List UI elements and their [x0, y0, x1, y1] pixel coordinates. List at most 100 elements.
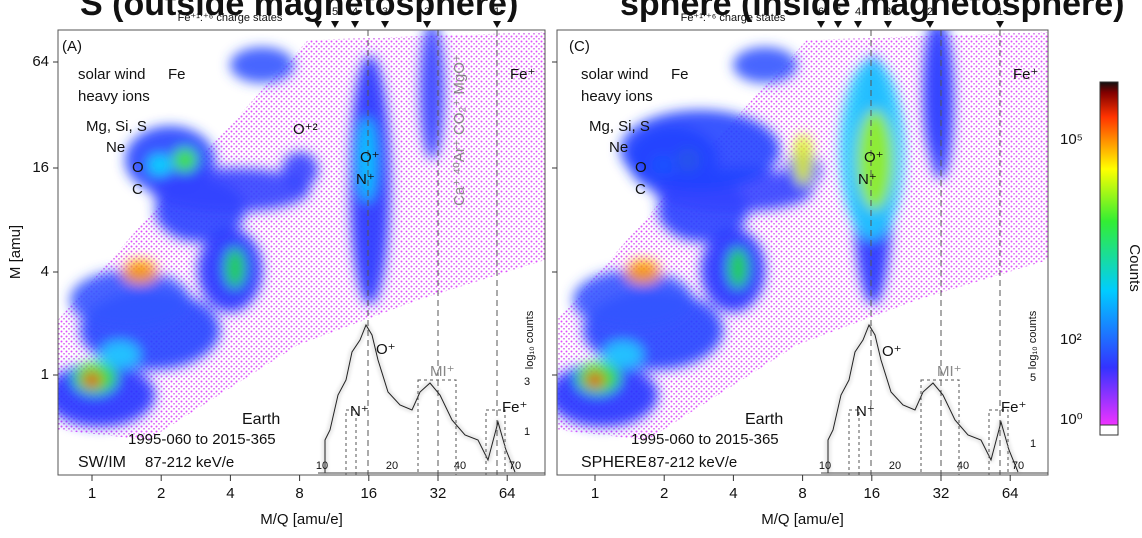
x-tick-label: 8 [295, 485, 303, 502]
charge-label: 3 [382, 6, 388, 18]
blob [926, 30, 954, 180]
density-map [557, 30, 1048, 440]
charge-arrow [351, 21, 359, 28]
inset-y-tick: 1 [1030, 438, 1036, 450]
blob [100, 341, 140, 369]
colorbar [1099, 81, 1119, 431]
x-tick-label: 2 [157, 485, 165, 502]
blob [150, 168, 310, 212]
colorbar-tick: 10⁵ [1060, 131, 1083, 148]
annotation: SPHERE [581, 454, 647, 471]
x-tick-label: 64 [499, 485, 516, 502]
annotation: MI⁺ [430, 363, 455, 380]
charge-label: 2 [424, 6, 430, 18]
annotation: C [132, 181, 143, 198]
charge-arrow [854, 21, 862, 28]
annotation: O⁺ [864, 149, 884, 166]
dashed-box [345, 409, 357, 476]
annotation: Fe⁺ [502, 399, 527, 416]
annotation: C [635, 181, 646, 198]
charge-title: Fe⁺¹:⁺⁶ charge states [681, 12, 786, 24]
annotation: (C) [569, 38, 590, 55]
annotation: log₁₀ counts [524, 310, 536, 369]
charge-arrow [423, 21, 431, 28]
charge-arrow [834, 21, 842, 28]
x-tick-label: 4 [226, 485, 234, 502]
annotation: Fe⁺ [1001, 399, 1026, 416]
annotation: O [132, 159, 144, 176]
density-map [58, 30, 545, 440]
panel-frame [57, 29, 546, 476]
annotation: Mg, Si, S [589, 118, 650, 135]
blob [728, 248, 748, 288]
y-tick-label: 64 [32, 53, 49, 70]
annotation: O⁺ [882, 343, 902, 360]
x-tick-label: 32 [933, 485, 950, 502]
blob [573, 270, 693, 330]
charge-arrow [381, 21, 389, 28]
annotation: Fe⁺ [1013, 66, 1038, 83]
annotation: log₁₀ counts [1027, 310, 1039, 369]
blob [70, 270, 190, 330]
charge-label: 6 [818, 6, 824, 18]
blob [857, 110, 893, 210]
dashed-box [988, 409, 1009, 476]
inset-x-tick: 20 [386, 460, 398, 472]
charge-label: 5 [835, 6, 841, 18]
dashed-box [920, 379, 960, 476]
blob [733, 47, 797, 83]
charge-arrow [493, 21, 501, 28]
blob [620, 110, 780, 190]
annotation: O [635, 159, 647, 176]
annotation: N⁺ [356, 171, 375, 188]
annotation: 1995-060 to 2015-365 [631, 431, 779, 448]
y-tick-label: 4 [41, 263, 49, 280]
x-axis-label: M/Q [amu/e] [761, 511, 844, 528]
x-tick-label: 4 [729, 485, 737, 502]
annotation: Ca⁺ ⁴⁰Ar⁺ CO₂⁺ MgO⁺ [451, 54, 468, 206]
x-tick-label: 16 [863, 485, 880, 502]
x-tick-label: 8 [798, 485, 806, 502]
charge-title: Fe⁺¹:⁺⁶ charge states [178, 12, 283, 24]
annotation: O⁺ [360, 149, 380, 166]
annotation: (A) [62, 38, 82, 55]
annotation: 1995-060 to 2015-365 [128, 431, 276, 448]
y-axis-label: M [amu] [7, 225, 24, 279]
annotation: 87-212 keV/e [648, 454, 737, 471]
annotation: O⁺² [293, 121, 318, 138]
annotation: Earth [745, 411, 783, 428]
y-tick-label: 1 [41, 366, 49, 383]
inset-x-tick: 70 [1012, 460, 1024, 472]
charge-arrow [884, 21, 892, 28]
inset-x-tick: 70 [509, 460, 521, 472]
x-tick-label: 64 [1002, 485, 1019, 502]
annotation: 87-212 keV/e [145, 454, 234, 471]
blob [586, 373, 604, 387]
y-tick-label: 16 [32, 159, 49, 176]
colorbar-bottom [1099, 424, 1119, 436]
inset-x-tick: 40 [454, 460, 466, 472]
charge-arrow [331, 21, 339, 28]
inset-x-tick: 10 [819, 460, 831, 472]
inset-x-tick: 10 [316, 460, 328, 472]
charge-arrow [314, 21, 322, 28]
annotation: heavy ions [78, 88, 150, 105]
annotation: heavy ions [581, 88, 653, 105]
blob [83, 373, 101, 387]
colorbar-tick: 10⁰ [1060, 411, 1083, 428]
colorbar-tick: 10² [1060, 331, 1082, 348]
colorbar-label: Counts [1126, 244, 1142, 292]
annotation: solar wind [78, 66, 146, 83]
charge-arrow [996, 21, 1004, 28]
charge-label: 4 [352, 6, 358, 18]
blob [603, 341, 643, 369]
x-tick-label: 1 [88, 485, 96, 502]
annotation: N⁺ [856, 403, 875, 420]
annotation: Ne [106, 139, 125, 156]
charge-label: 1 [494, 6, 500, 18]
charge-arrow [926, 21, 934, 28]
annotation: Fe⁺ [510, 66, 535, 83]
charge-arrow [817, 21, 825, 28]
x-axis-label: M/Q [amu/e] [260, 511, 343, 528]
annotation: N⁺ [858, 171, 877, 188]
